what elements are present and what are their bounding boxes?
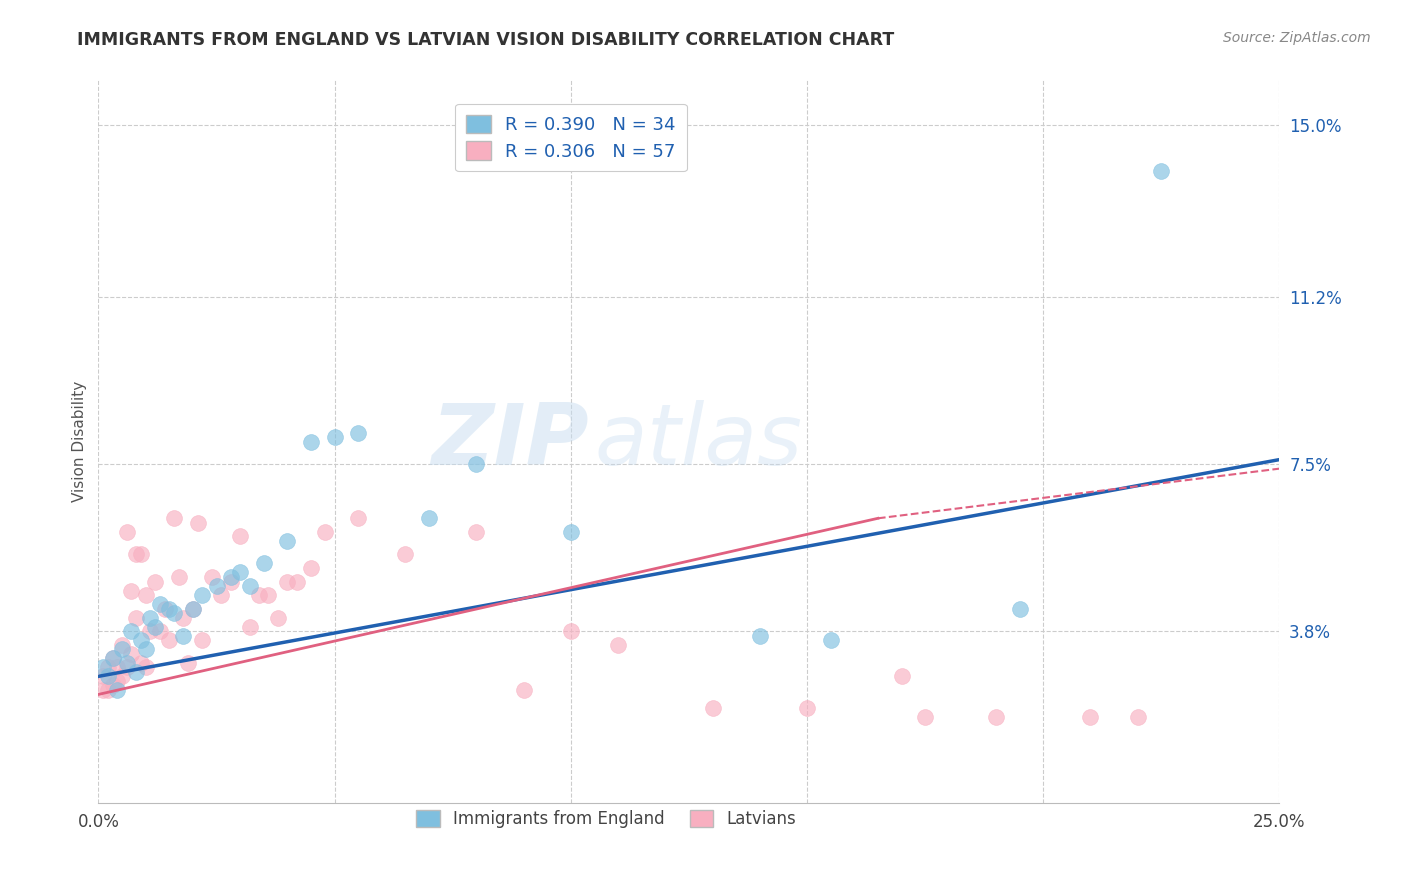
- Point: [181, 601, 204, 615]
- Point: [209, 588, 232, 602]
- Point: [253, 557, 276, 571]
- Point: [153, 601, 176, 615]
- Point: [191, 588, 214, 602]
- Point: [796, 701, 818, 715]
- Point: [135, 660, 157, 674]
- Point: [115, 660, 138, 674]
- Y-axis label: Vision Disability: Vision Disability: [72, 381, 87, 502]
- Point: [560, 624, 582, 639]
- Point: [125, 548, 148, 562]
- Point: [97, 682, 120, 697]
- Point: [121, 583, 143, 598]
- Text: Source: ZipAtlas.com: Source: ZipAtlas.com: [1223, 31, 1371, 45]
- Point: [91, 682, 114, 697]
- Point: [105, 660, 128, 674]
- Point: [172, 629, 194, 643]
- Point: [323, 430, 346, 444]
- Point: [115, 656, 138, 670]
- Text: atlas: atlas: [595, 400, 803, 483]
- Point: [121, 647, 143, 661]
- Point: [560, 524, 582, 539]
- Point: [139, 624, 162, 639]
- Point: [101, 651, 124, 665]
- Point: [418, 511, 440, 525]
- Point: [143, 620, 166, 634]
- Point: [820, 633, 842, 648]
- Point: [91, 660, 114, 674]
- Point: [111, 669, 134, 683]
- Point: [748, 629, 770, 643]
- Point: [157, 633, 180, 648]
- Point: [181, 601, 204, 615]
- Point: [121, 624, 143, 639]
- Point: [276, 533, 298, 548]
- Point: [135, 588, 157, 602]
- Point: [465, 457, 488, 471]
- Point: [512, 682, 534, 697]
- Point: [984, 710, 1007, 724]
- Point: [239, 620, 262, 634]
- Point: [347, 511, 370, 525]
- Point: [914, 710, 936, 724]
- Point: [276, 574, 298, 589]
- Point: [239, 579, 262, 593]
- Point: [163, 511, 186, 525]
- Point: [111, 642, 134, 657]
- Point: [97, 660, 120, 674]
- Point: [105, 682, 128, 697]
- Point: [172, 610, 194, 624]
- Point: [115, 524, 138, 539]
- Point: [1126, 710, 1149, 724]
- Point: [219, 574, 242, 589]
- Point: [149, 597, 172, 611]
- Point: [91, 669, 114, 683]
- Point: [1080, 710, 1102, 724]
- Point: [101, 651, 124, 665]
- Point: [267, 610, 290, 624]
- Point: [187, 516, 209, 530]
- Point: [607, 638, 630, 652]
- Point: [219, 570, 242, 584]
- Point: [125, 665, 148, 679]
- Point: [149, 624, 172, 639]
- Point: [890, 669, 912, 683]
- Point: [201, 570, 224, 584]
- Point: [257, 588, 280, 602]
- Point: [229, 529, 252, 543]
- Point: [157, 601, 180, 615]
- Point: [129, 633, 152, 648]
- Point: [139, 610, 162, 624]
- Point: [105, 673, 128, 688]
- Point: [299, 561, 322, 575]
- Point: [167, 570, 190, 584]
- Point: [347, 425, 370, 440]
- Point: [163, 606, 186, 620]
- Point: [229, 566, 252, 580]
- Point: [129, 548, 152, 562]
- Point: [191, 633, 214, 648]
- Point: [177, 656, 200, 670]
- Point: [101, 678, 124, 692]
- Point: [702, 701, 724, 715]
- Point: [1008, 601, 1031, 615]
- Point: [299, 434, 322, 449]
- Point: [314, 524, 336, 539]
- Point: [129, 656, 152, 670]
- Point: [465, 524, 488, 539]
- Point: [111, 638, 134, 652]
- Point: [285, 574, 308, 589]
- Text: IMMIGRANTS FROM ENGLAND VS LATVIAN VISION DISABILITY CORRELATION CHART: IMMIGRANTS FROM ENGLAND VS LATVIAN VISIO…: [77, 31, 894, 49]
- Text: ZIP: ZIP: [430, 400, 589, 483]
- Point: [97, 669, 120, 683]
- Point: [125, 610, 148, 624]
- Legend: Immigrants from England, Latvians: Immigrants from England, Latvians: [406, 799, 806, 838]
- Point: [135, 642, 157, 657]
- Point: [247, 588, 270, 602]
- Point: [1150, 163, 1173, 178]
- Point: [394, 548, 416, 562]
- Point: [205, 579, 228, 593]
- Point: [143, 574, 166, 589]
